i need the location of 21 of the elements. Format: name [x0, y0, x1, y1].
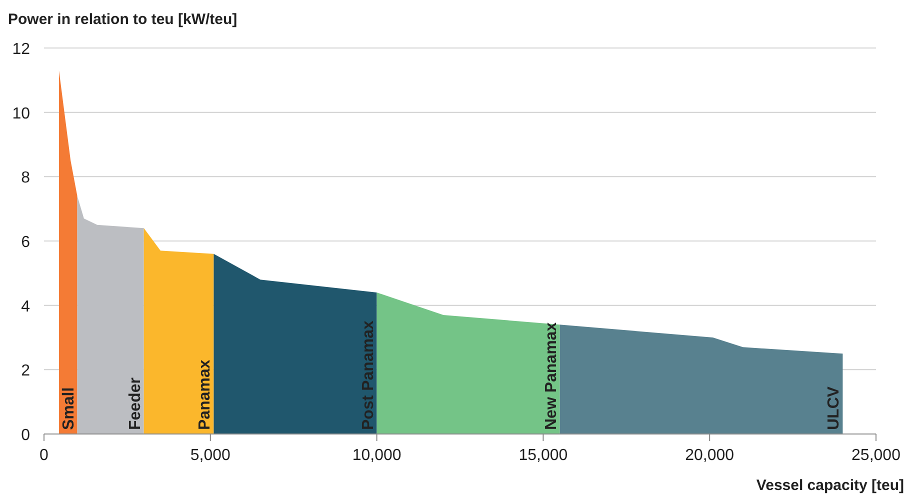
y-tick-label: 10 [12, 105, 30, 122]
x-tick-label: 15,000 [518, 447, 568, 464]
series-label: New Panamax [542, 322, 560, 430]
x-tick-label: 0 [40, 447, 49, 464]
y-tick-label: 0 [21, 427, 30, 444]
x-tick-label: 20,000 [685, 447, 734, 464]
y-tick-label: 6 [21, 234, 30, 251]
series-label: ULCV [826, 386, 843, 430]
series-label: Panamax [196, 360, 214, 430]
series-label: Feeder [126, 378, 144, 430]
y-tick-label: 12 [12, 41, 30, 58]
x-tick-label: 5,000 [190, 447, 231, 464]
x-tick-label: 25,000 [852, 447, 901, 464]
y-tick-label: 4 [21, 298, 30, 316]
x-tick-label: 10,000 [352, 447, 402, 464]
y-tick-label: 2 [21, 362, 30, 380]
y-axis-title: Power in relation to teu [kW/teu] [8, 11, 238, 28]
series-label: Post Panamax [360, 320, 377, 430]
y-tick-label: 8 [21, 170, 30, 187]
series-label: Small [60, 387, 78, 430]
x-axis-title: Vessel capacity [teu] [756, 477, 904, 494]
